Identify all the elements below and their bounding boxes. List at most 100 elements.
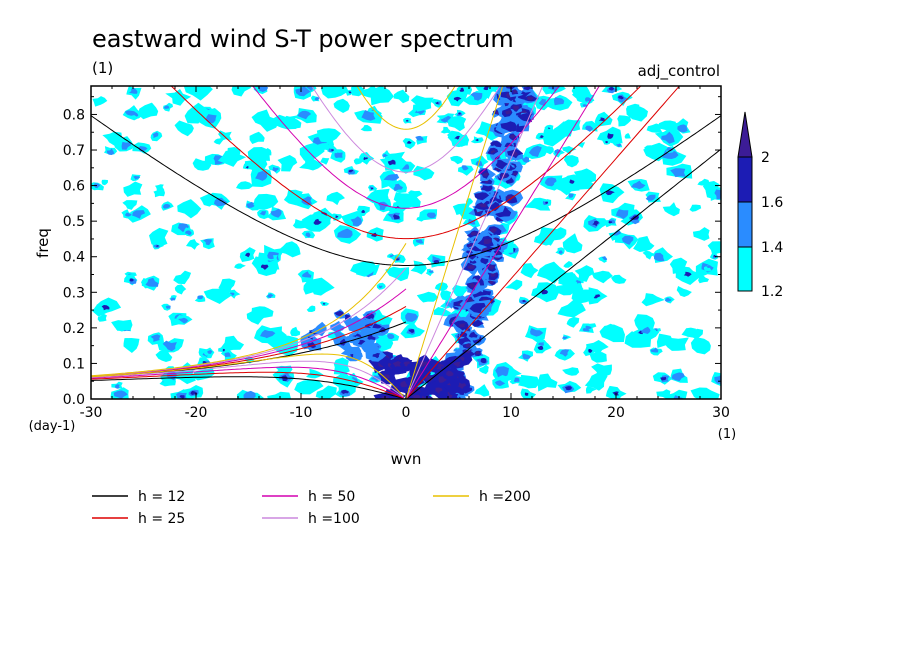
power-contour-blob <box>575 280 582 284</box>
power-contour-blob <box>350 261 377 277</box>
power-contour-blob <box>106 148 115 155</box>
power-contour-blob <box>403 361 411 367</box>
power-contour-blob <box>544 177 557 187</box>
power-contour-blob <box>425 375 433 382</box>
power-contour-blob <box>690 387 720 399</box>
power-contour-blob <box>611 274 627 284</box>
power-contour-blob <box>331 149 334 152</box>
power-contour-blob <box>654 252 665 262</box>
power-contour-blob <box>290 326 301 337</box>
power-contour-blob <box>165 305 171 309</box>
power-contour-blob <box>468 283 476 288</box>
power-contour-blob <box>662 202 680 217</box>
power-contour-blob <box>495 205 512 218</box>
power-contour-blob <box>475 351 481 355</box>
power-contour-blob <box>360 125 372 132</box>
power-contour-blob <box>320 157 330 165</box>
power-contour-blob <box>259 211 267 216</box>
power-contour-blob <box>245 166 249 169</box>
power-contour-blob <box>224 352 231 358</box>
power-contour-blob <box>457 165 474 176</box>
power-contour-blob <box>334 310 344 316</box>
power-contour-blob <box>400 380 408 388</box>
curve-kelvin-h25 <box>405 86 681 399</box>
legend-label: h = 25 <box>138 511 185 527</box>
power-contour-blob <box>500 121 517 132</box>
power-contour-blob <box>520 263 539 279</box>
power-contour-blob <box>351 86 365 97</box>
power-contour-blob <box>333 98 350 113</box>
power-contour-blob <box>348 91 352 94</box>
power-contour-blob <box>177 199 202 219</box>
power-contour-blob <box>459 323 466 328</box>
power-contour-blob <box>393 89 410 104</box>
power-contour-blob <box>393 183 403 192</box>
power-contour-blob <box>393 214 400 220</box>
power-contour-blob <box>505 279 523 291</box>
power-contour-blob <box>642 250 657 260</box>
power-contour-blob <box>562 146 577 155</box>
power-contour-blob <box>631 180 646 190</box>
power-contour-blob <box>556 279 584 296</box>
power-contour-blob <box>666 147 674 152</box>
power-contour-blob <box>342 318 357 327</box>
power-contour-blob <box>305 232 311 238</box>
power-contour-blob <box>129 88 138 94</box>
power-contour-blob <box>468 243 473 247</box>
power-contour-blob <box>550 227 567 241</box>
power-contour-blob <box>197 295 204 300</box>
power-contour-blob <box>585 97 591 102</box>
power-contour-blob <box>479 364 489 375</box>
power-contour-blob <box>513 377 520 383</box>
power-contour-blob <box>94 183 101 189</box>
power-contour-blob <box>641 326 651 334</box>
power-contour-blob <box>692 227 710 241</box>
power-contour-blob <box>621 235 634 245</box>
power-contour-blob <box>203 288 233 304</box>
power-contour-blob <box>586 340 609 356</box>
dispersion-curves <box>91 86 721 399</box>
power-contour-blob <box>605 141 609 144</box>
power-contour-blob <box>416 216 426 222</box>
power-contour-blob <box>562 367 580 376</box>
curve-ig-h200 <box>356 86 456 130</box>
power-contour-blob <box>524 392 529 396</box>
power-contour-blob <box>438 376 447 383</box>
power-contour-blob <box>470 92 483 101</box>
power-contour-blob <box>490 149 496 154</box>
x-tick-label: -10 <box>290 405 313 421</box>
power-contour-blob <box>297 110 312 120</box>
x-axis-label: wvn <box>391 450 422 468</box>
power-contour-blob <box>361 110 376 121</box>
power-contour-blob <box>563 155 579 168</box>
curve-ig-h12 <box>91 115 721 266</box>
power-contour-blob <box>277 155 298 172</box>
power-contour-blob <box>482 172 490 177</box>
power-contour-blob <box>569 179 575 184</box>
power-contour-blob <box>562 233 583 254</box>
power-contour-blob <box>294 379 324 395</box>
power-contour-blob <box>270 208 282 218</box>
y-tick-label: 0.1 <box>63 356 85 372</box>
legend-label: h = 50 <box>308 489 355 505</box>
power-contour-blob <box>161 303 171 311</box>
power-contour-blob <box>229 289 241 299</box>
y-tick-label: 0.5 <box>63 214 85 230</box>
power-contour-blob <box>537 345 544 350</box>
power-contour-blob <box>585 325 592 329</box>
title-units: (1) <box>92 59 113 77</box>
y-tick-label: 0.8 <box>63 107 85 123</box>
power-contour-blob <box>333 357 350 375</box>
power-contour-blob <box>385 266 410 282</box>
power-contour-blob <box>416 291 439 303</box>
power-contour-blob <box>111 319 133 331</box>
power-contour-blob <box>548 127 551 129</box>
power-contour-blob <box>571 289 596 304</box>
power-contour-blob <box>487 201 500 212</box>
power-contour-blob <box>480 257 489 265</box>
power-contour-blob <box>483 239 492 245</box>
power-contour-blob <box>526 96 534 101</box>
power-contour-blob <box>322 302 326 305</box>
power-contour-blob <box>129 278 134 282</box>
power-contour-blob <box>458 112 461 115</box>
